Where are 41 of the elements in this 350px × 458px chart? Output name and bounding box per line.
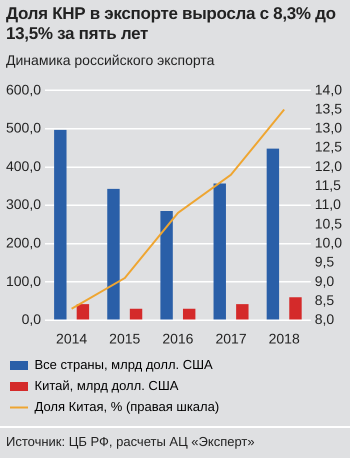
bar [266, 148, 280, 320]
x-tick-label: 2017 [215, 330, 247, 346]
bar [76, 304, 90, 320]
y2-tick-label: 9,5 [314, 254, 334, 270]
y2-tick-label: 10,0 [314, 234, 342, 250]
y2-tick-label: 9,0 [314, 272, 334, 289]
chart-subtitle: Динамика российского экспорта [5, 51, 216, 68]
y-tick-label: 200,0 [6, 234, 42, 250]
y2-tick-label: 10,5 [314, 215, 342, 232]
y-tick-label: 600,0 [6, 81, 42, 98]
y-tick-label: 400,0 [6, 158, 42, 174]
legend-label: Доля Китая, % (правая шкала) [34, 399, 220, 414]
legend-label: Китай, млрд долл. США [34, 378, 179, 394]
y-tick-label: 300,0 [6, 196, 42, 212]
chart-title: Доля КНР в экспорте выросла с 8,3% до 13,5% за пять лет [5, 3, 337, 44]
y-tick-label: 0,0 [22, 311, 42, 328]
bar [214, 183, 226, 320]
x-tick-label: 2016 [162, 330, 194, 346]
bar [130, 308, 142, 320]
y2-tick-label: 14,0 [314, 81, 342, 98]
text: Источник: ЦБ РФ, расчеты АЦ «Эксперт» [0, 426, 350, 455]
bar [107, 188, 120, 320]
y2-tick-label: 11,0 [314, 196, 342, 212]
y2-tick-label: 12,0 [314, 158, 342, 174]
bar [54, 130, 67, 320]
bar [236, 304, 249, 320]
y2-tick-label: 13,5 [314, 100, 342, 116]
legend-label: Все страны, млрд долл. США [34, 357, 214, 372]
bar [160, 211, 173, 320]
x-tick-label: 2014 [56, 330, 88, 346]
x-tick-label: 2018 [268, 330, 300, 346]
y-tick-label: 100,0 [6, 272, 42, 289]
x-tick-label: 2015 [109, 330, 141, 346]
bar [289, 297, 302, 320]
y2-tick-label: 13,0 [314, 120, 342, 136]
bar [182, 308, 196, 320]
y2-tick-label: 8,5 [314, 292, 334, 308]
y2-tick-label: 8,0 [314, 311, 334, 328]
y2-tick-label: 12,5 [314, 138, 342, 155]
y2-tick-label: 11,5 [314, 177, 342, 194]
y-tick-label: 500,0 [6, 120, 42, 136]
